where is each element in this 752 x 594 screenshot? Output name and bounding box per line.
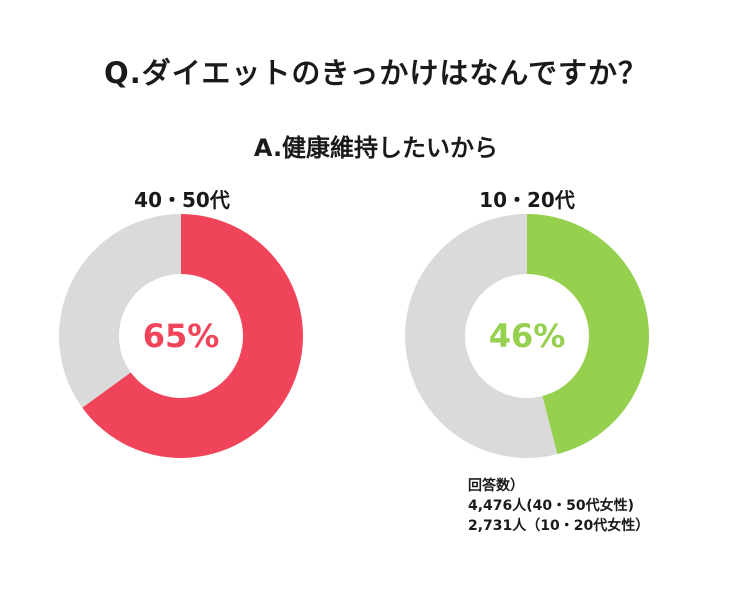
- percent-label-10-20: 46%: [489, 317, 566, 355]
- answer-subtitle: A.健康維持したいから: [253, 134, 499, 162]
- question-title: Q.ダイエットのきっかけはなんですか？: [104, 56, 648, 90]
- note-line-10-20: 2,731人（10・20代女性）: [468, 518, 650, 534]
- note-heading: 回答数）: [468, 478, 524, 494]
- chart-label-40-50: 40・50代: [134, 188, 230, 212]
- donut-track-10-20: [405, 214, 558, 458]
- donut-chart-10-20: 46%: [405, 214, 649, 458]
- respondent-note: 回答数） 4,476人(40・50代女性) 2,731人（10・20代女性）: [468, 476, 649, 536]
- chart-label-10-20: 10・20代: [479, 188, 575, 212]
- donut-slice-40-50: [82, 214, 303, 458]
- donut-track-40-50: [58, 214, 181, 408]
- donut-slice-10-20: [527, 214, 649, 455]
- percent-label-40-50: 65%: [143, 317, 220, 355]
- donut-chart-40-50: 65%: [58, 214, 303, 458]
- note-line-40-50: 4,476人(40・50代女性): [468, 498, 635, 514]
